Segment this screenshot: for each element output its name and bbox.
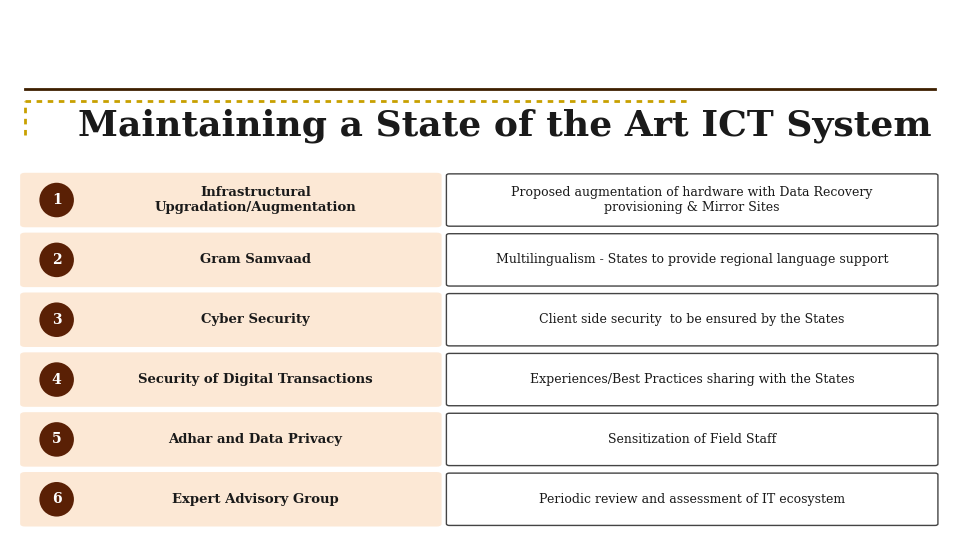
Text: 4: 4 — [52, 373, 61, 387]
Ellipse shape — [39, 302, 74, 337]
Text: Multilingualism - States to provide regional language support: Multilingualism - States to provide regi… — [496, 253, 888, 266]
FancyBboxPatch shape — [20, 173, 442, 227]
Text: Client side security  to be ensured by the States: Client side security to be ensured by th… — [540, 313, 845, 326]
Text: Cyber Security: Cyber Security — [201, 313, 310, 326]
FancyBboxPatch shape — [20, 233, 442, 287]
FancyBboxPatch shape — [446, 413, 938, 465]
Text: Adhar and Data Privacy: Adhar and Data Privacy — [168, 433, 343, 446]
Text: 1: 1 — [52, 193, 61, 207]
FancyBboxPatch shape — [446, 174, 938, 226]
FancyBboxPatch shape — [446, 473, 938, 525]
FancyBboxPatch shape — [20, 352, 442, 407]
Text: 5: 5 — [52, 433, 61, 447]
Text: 3: 3 — [52, 313, 61, 327]
Text: Security of Digital Transactions: Security of Digital Transactions — [138, 373, 372, 386]
Text: Maintaining a State of the Art ICT System: Maintaining a State of the Art ICT Syste… — [78, 109, 931, 143]
FancyBboxPatch shape — [446, 294, 938, 346]
FancyBboxPatch shape — [20, 293, 442, 347]
Text: Gram Samvaad: Gram Samvaad — [200, 253, 311, 266]
Text: Periodic review and assessment of IT ecosystem: Periodic review and assessment of IT eco… — [540, 493, 845, 506]
Text: Expert Advisory Group: Expert Advisory Group — [172, 493, 339, 506]
Text: Proposed augmentation of hardware with Data Recovery
provisioning & Mirror Sites: Proposed augmentation of hardware with D… — [512, 186, 873, 214]
FancyBboxPatch shape — [20, 472, 442, 526]
Text: Sensitization of Field Staff: Sensitization of Field Staff — [608, 433, 777, 446]
Ellipse shape — [39, 482, 74, 517]
FancyBboxPatch shape — [446, 234, 938, 286]
Ellipse shape — [39, 422, 74, 457]
Ellipse shape — [39, 242, 74, 277]
Text: 2: 2 — [52, 253, 61, 267]
FancyBboxPatch shape — [446, 353, 938, 406]
Ellipse shape — [39, 183, 74, 217]
FancyBboxPatch shape — [20, 412, 442, 467]
Text: 6: 6 — [52, 492, 61, 507]
Ellipse shape — [39, 362, 74, 397]
Text: Experiences/Best Practices sharing with the States: Experiences/Best Practices sharing with … — [530, 373, 854, 386]
Text: Infrastructural
Upgradation/Augmentation: Infrastructural Upgradation/Augmentation — [155, 186, 356, 214]
